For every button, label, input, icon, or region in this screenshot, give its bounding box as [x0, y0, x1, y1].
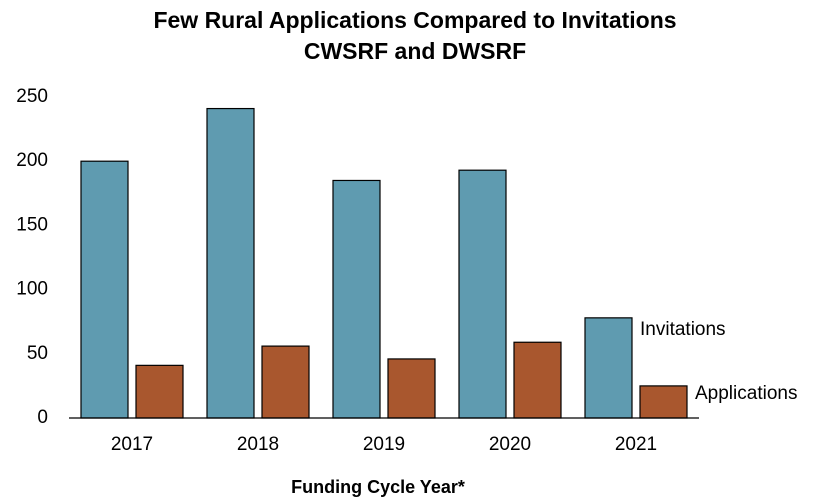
- bar: [80, 160, 129, 419]
- bar: [135, 364, 184, 419]
- bar: [261, 345, 310, 419]
- x-tick-label: 2020: [489, 434, 531, 455]
- bar: [206, 107, 255, 419]
- bar: [458, 169, 507, 419]
- bar: [584, 317, 633, 419]
- x-tick-label: 2017: [111, 434, 153, 455]
- legend-label: Invitations: [640, 319, 726, 340]
- chart-title: Few Rural Applications Compared to Invit…: [153, 7, 676, 33]
- x-tick-label: 2019: [363, 434, 405, 455]
- y-tick-label: 100: [16, 279, 48, 300]
- bar: [332, 179, 381, 419]
- y-tick-label: 150: [16, 214, 48, 235]
- legend-label: Applications: [695, 383, 797, 404]
- y-tick-label: 200: [16, 150, 48, 171]
- bar: [387, 358, 436, 419]
- x-tick-label: 2021: [615, 434, 657, 455]
- y-tick-label: 50: [27, 343, 48, 364]
- bar: [513, 341, 562, 419]
- chart-subtitle: CWSRF and DWSRF: [304, 38, 526, 64]
- bar: [639, 385, 688, 419]
- y-tick-label: 0: [37, 407, 48, 428]
- x-tick-label: 2018: [237, 434, 279, 455]
- y-tick-label: 250: [16, 86, 48, 107]
- x-axis-label: Funding Cycle Year*: [291, 477, 465, 497]
